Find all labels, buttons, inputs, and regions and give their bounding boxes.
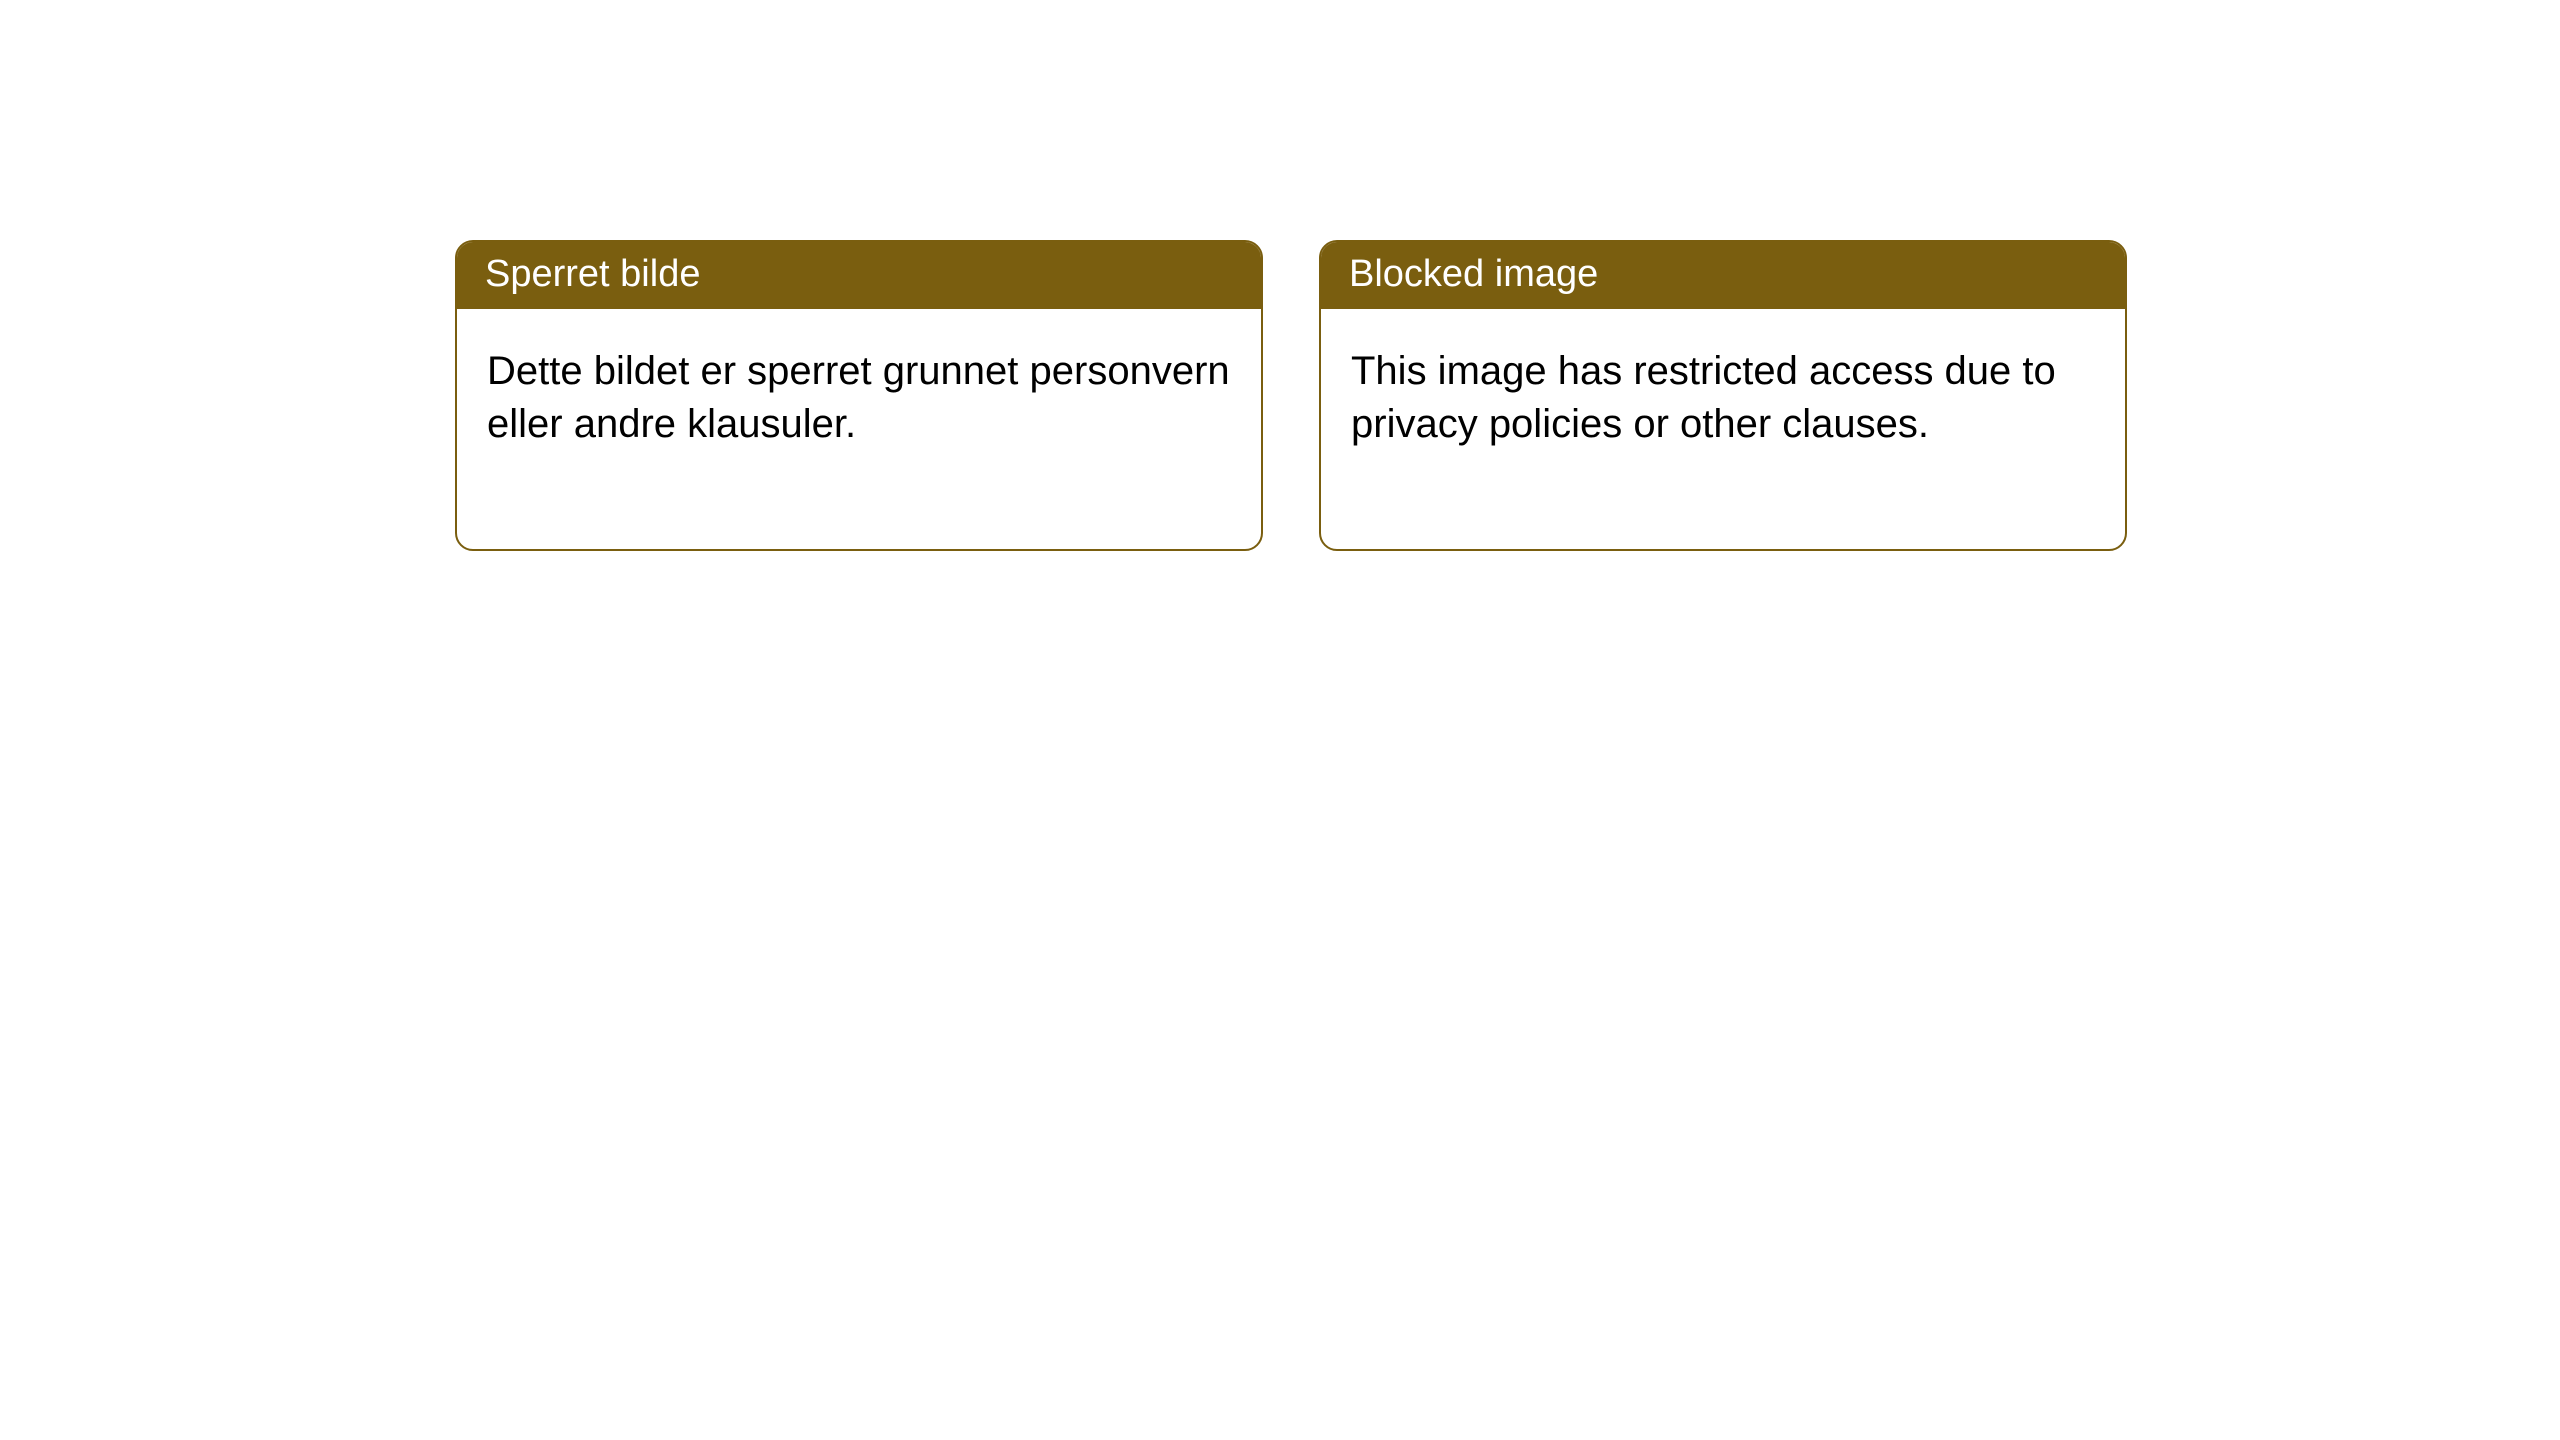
notice-body-norwegian: Dette bildet er sperret grunnet personve… xyxy=(457,309,1261,549)
blocked-image-notices: Sperret bilde Dette bildet er sperret gr… xyxy=(455,240,2127,551)
notice-card-english: Blocked image This image has restricted … xyxy=(1319,240,2127,551)
notice-body-english: This image has restricted access due to … xyxy=(1321,309,2125,549)
notice-header-norwegian: Sperret bilde xyxy=(457,242,1261,309)
notice-header-english: Blocked image xyxy=(1321,242,2125,309)
notice-card-norwegian: Sperret bilde Dette bildet er sperret gr… xyxy=(455,240,1263,551)
